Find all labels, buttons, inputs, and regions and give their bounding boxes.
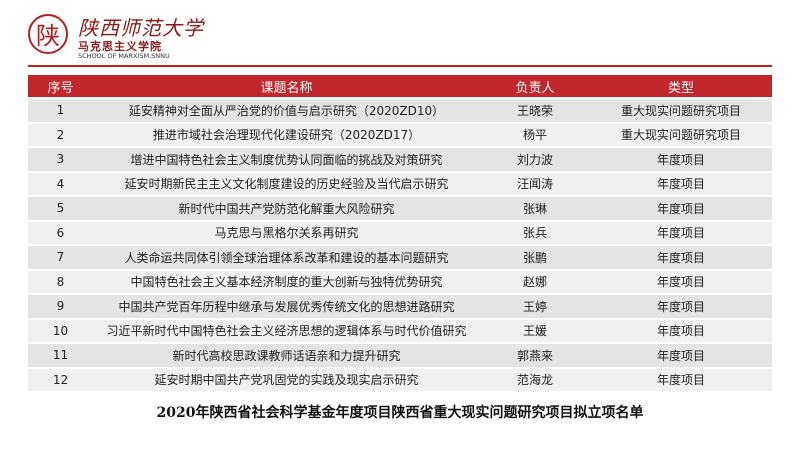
column-header: 负责人	[515, 80, 555, 96]
header-rule	[28, 65, 772, 67]
table-cell: 新时代高校思政课教师话语亲和力提升研究	[172, 348, 401, 363]
table-cell: 延安精神对全面从严治党的价值与启示研究（2020ZD10）	[128, 103, 445, 118]
table-row: 6 马克思与黑格尔关系再研究 张兵 年度项目	[28, 221, 772, 244]
school-name: 马克思主义学院	[78, 40, 162, 53]
table-cell: 1	[56, 103, 65, 118]
table-cell: 赵娜	[522, 275, 547, 290]
table-cell: 年度项目	[656, 373, 705, 388]
table-cell: 9	[56, 299, 65, 314]
table-cell: 年度项目	[656, 250, 705, 265]
table-cell: 11	[52, 348, 69, 363]
table-cell: 中国特色社会主义基本经济制度的重大创新与独特优势研究	[130, 275, 443, 290]
table-cell: 年度项目	[656, 226, 705, 241]
column-header: 课题名称	[260, 80, 313, 96]
table-cell: 年度项目	[656, 201, 705, 216]
table-row: 9 中国共产党百年历程中继承与发展优秀传统文化的思想进路研究 王婷 年度项目	[28, 295, 772, 318]
table-cell: 6	[56, 225, 65, 240]
table-cell: 王媛	[522, 324, 547, 339]
table-row: 10 习近平新时代中国特色社会主义经济思想的逻辑体系与时代价值研究 王媛 年度项目	[28, 319, 772, 342]
table-cell: 习近平新时代中国特色社会主义经济思想的逻辑体系与时代价值研究	[106, 324, 467, 339]
table-cell: 王婷	[522, 299, 547, 314]
table-cell: 重大现实问题研究项目	[620, 103, 741, 118]
table-cell: 2	[56, 127, 65, 142]
table-cell: 马克思与黑格尔关系再研究	[214, 226, 359, 241]
table-cell: 12	[52, 372, 69, 387]
caption: 2020年陕西省社会科学基金年度项目陕西省重大现实问题研究项目拟立项名单	[156, 405, 644, 421]
table-cell: 张琳	[522, 201, 547, 216]
table-row: 11 新时代高校思政课教师话语亲和力提升研究 郭燕来 年度项目	[28, 344, 772, 367]
table-cell: 8	[56, 274, 65, 289]
table-cell: 5	[56, 201, 65, 216]
table-cell: 重大现实问题研究项目	[620, 128, 741, 143]
table-cell: 新时代中国共产党防范化解重大风险研究	[178, 201, 395, 216]
logo-seal: 陕	[28, 14, 68, 54]
table-cell: 张兵	[522, 226, 547, 241]
table-cell: 7	[56, 250, 65, 265]
table-row: 8 中国特色社会主义基本经济制度的重大创新与独特优势研究 赵娜 年度项目	[28, 270, 772, 293]
table-row: 7 人类命运共同体引领全球治理体系改革和建设的基本问题研究 张鹏 年度项目	[28, 246, 772, 269]
table-cell: 3	[56, 152, 65, 167]
table-cell: 刘力波	[516, 152, 553, 167]
table-cell: 年度项目	[656, 275, 705, 290]
table-cell: 延安时期新民主主义文化制度建设的历史经验及当代启示研究	[124, 177, 449, 192]
school-name-en: SCHOOL OF MARXISM,SNNU	[78, 52, 170, 60]
table-cell: 延安时期中国共产党巩固党的实践及现实启示研究	[154, 373, 419, 388]
table-row: 4 延安时期新民主主义文化制度建设的历史经验及当代启示研究 汪闻涛 年度项目	[28, 172, 772, 195]
table-cell: 推进市域社会治理现代化建设研究（2020ZD17）	[152, 128, 421, 143]
table-row: 12 延安时期中国共产党巩固党的实践及现实启示研究 范海龙 年度项目	[28, 368, 772, 391]
table-row: 1 延安精神对全面从严治党的价值与启示研究（2020ZD10） 王晓荣 重大现实问题研…	[28, 99, 772, 122]
table-cell: 张鹏	[522, 250, 547, 265]
table-cell: 郭燕来	[516, 348, 553, 363]
table-cell: 10	[52, 323, 69, 338]
column-header: 序号	[47, 80, 74, 96]
table-cell: 年度项目	[656, 177, 705, 192]
table-cell: 杨平	[522, 128, 547, 143]
table-cell: 增进中国特色社会主义制度优势认同面临的挑战及对策研究	[130, 152, 443, 167]
table-cell: 中国共产党百年历程中继承与发展优秀传统文化的思想进路研究	[118, 299, 455, 314]
table-cell: 年度项目	[656, 299, 705, 314]
table-cell: 汪闻涛	[516, 177, 553, 192]
table-row: 3 增进中国特色社会主义制度优势认同面临的挑战及对策研究 刘力波 年度项目	[28, 148, 772, 171]
table-row: 2 推进市域社会治理现代化建设研究（2020ZD17） 杨平 重大现实问题研究项目	[28, 123, 772, 146]
table-cell: 王晓荣	[516, 103, 553, 118]
table: 序号 课题名称 负责人 类型 1 延安精神对全面从严治党的价值与启示研究（2020ZD10…	[28, 75, 772, 393]
column-header: 类型	[667, 80, 694, 96]
table-cell: 范海龙	[516, 373, 553, 388]
table-cell: 4	[56, 176, 65, 191]
table-cell: 年度项目	[656, 152, 705, 167]
university-name: 陕西师范大学	[78, 16, 204, 40]
table-row: 5 新时代中国共产党防范化解重大风险研究 张琳 年度项目	[28, 197, 772, 220]
table-cell: 年度项目	[656, 324, 705, 339]
table-cell: 年度项目	[656, 348, 705, 363]
header-row: 序号 课题名称 负责人 类型	[28, 75, 772, 97]
table-cell: 人类命运共同体引领全球治理体系改革和建设的基本问题研究	[124, 250, 449, 265]
